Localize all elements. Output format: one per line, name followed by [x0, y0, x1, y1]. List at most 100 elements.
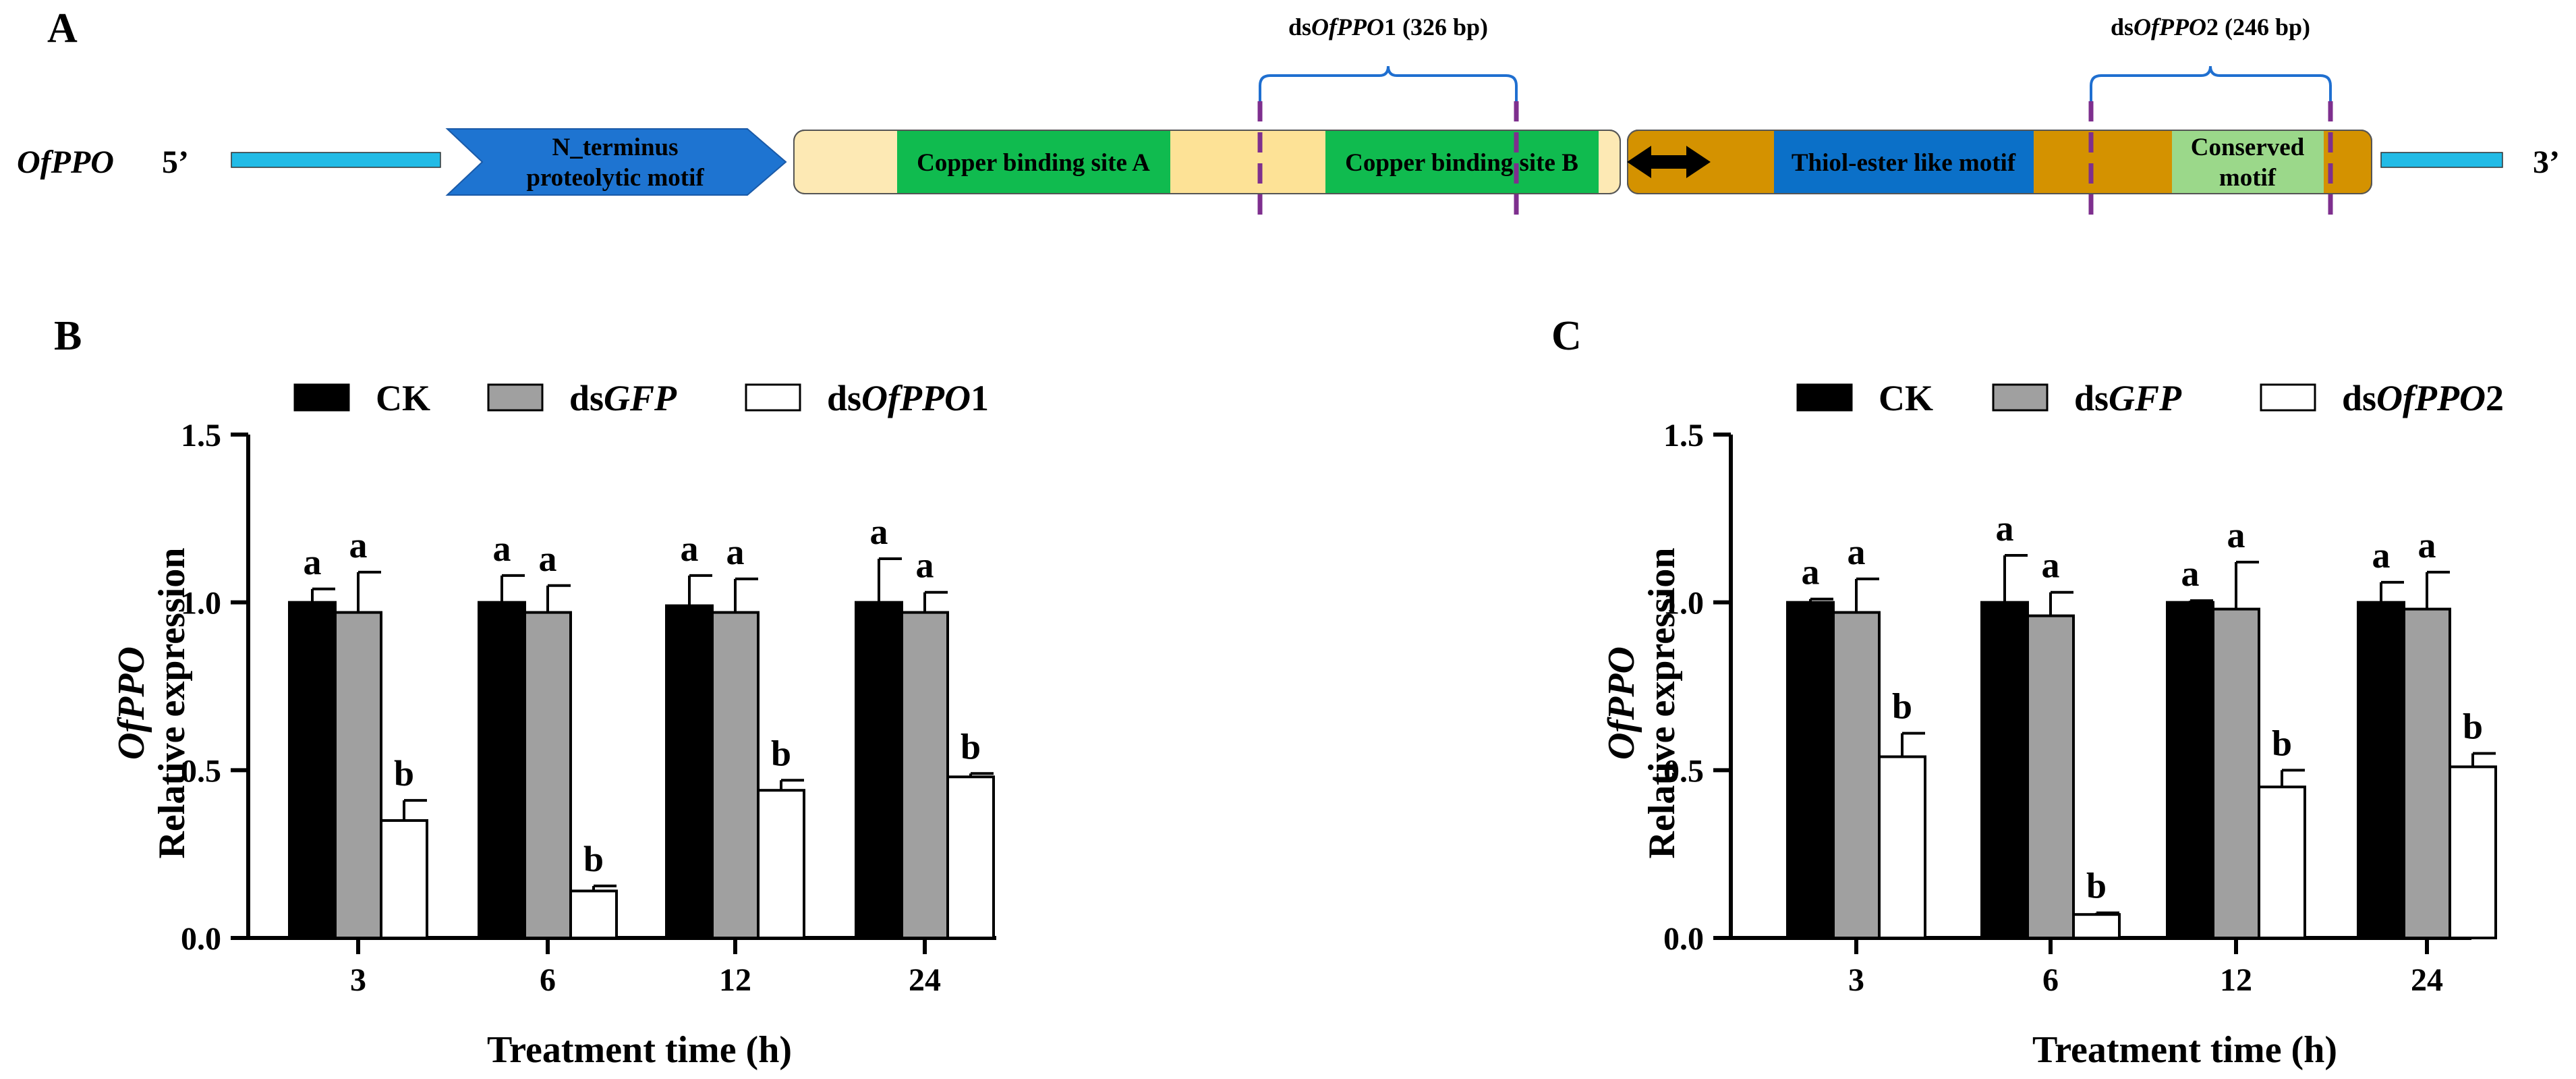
y-tick-label: 1.0: [1663, 586, 1704, 621]
significance-letter: b: [583, 839, 604, 879]
legend-label-dsgfp: dsGFP: [569, 378, 677, 418]
legend-b: CK dsGFP dsOfPPO1: [293, 378, 989, 418]
legend-label-dsofppo2: dsOfPPO2: [2342, 378, 2504, 418]
legend-label-dsgfp: dsGFP: [2074, 378, 2182, 418]
bar-dsofppo1: [380, 819, 428, 940]
significance-letter: a: [349, 525, 368, 565]
x-tick-label: 3: [1848, 962, 1864, 998]
bar-dsofppo2: [2072, 913, 2121, 939]
significance-letter: a: [2372, 535, 2391, 576]
legend-item-dsgfp: dsGFP: [1992, 378, 2182, 418]
significance-letter: a: [726, 532, 745, 572]
panel-label-a: A: [47, 5, 78, 51]
bar-ck: [855, 601, 903, 940]
bar-dsofppo1: [757, 789, 805, 939]
bar-ck: [1786, 601, 1835, 940]
significance-letter: b: [961, 726, 981, 767]
significance-letter: a: [539, 538, 557, 579]
panel-label-c: C: [1551, 313, 1582, 359]
legend-item-dsofppo2: dsOfPPO2: [2260, 378, 2504, 418]
legend-label-ck: CK: [376, 378, 430, 418]
significance-letter: a: [2418, 525, 2436, 565]
significance-letter: a: [681, 528, 699, 569]
x-tick-label: 12: [2220, 962, 2252, 998]
legend-item-ck: CK: [293, 378, 430, 418]
copper-site-a: [897, 130, 1170, 194]
copper-site-b-label: Copper binding site B: [1345, 149, 1578, 177]
x-tick-label: 6: [540, 962, 556, 998]
thiol-ester-label: Thiol-ester like motif: [1792, 149, 2016, 177]
y-tick-label: 1.0: [181, 586, 221, 621]
y-tick-label: 0.5: [181, 753, 221, 789]
five-prime-label: 5’: [162, 144, 189, 180]
x-tick-label: 24: [2411, 962, 2443, 998]
bar-dsofppo2: [1878, 755, 1926, 939]
panel-label-b: B: [54, 313, 82, 359]
x-axis-title-c: Treatment time (h): [2032, 1029, 2337, 1071]
bar-dsgfp: [523, 611, 572, 939]
bar-dsgfp: [711, 611, 760, 939]
ds1-bracket: [1259, 65, 1518, 101]
significance-letter: a: [2042, 545, 2060, 586]
legend-swatch-dsofppo1: [745, 383, 801, 412]
significance-letter: a: [1848, 532, 1866, 572]
significance-letter: b: [2463, 706, 2483, 746]
significance-letter: b: [394, 753, 414, 794]
significance-letter: b: [2272, 723, 2292, 763]
significance-letter: a: [1802, 552, 1820, 592]
ds2-bracket: [2090, 65, 2332, 101]
bar-dsofppo2: [2449, 765, 2497, 939]
copper-domain-outline: [793, 130, 1621, 194]
three-utr-bar: [2380, 152, 2503, 168]
bar-ck: [1980, 601, 2029, 940]
legend-swatch-dsgfp: [487, 383, 544, 412]
significance-letter: a: [304, 542, 322, 582]
significance-letter: a: [2181, 553, 2200, 594]
copper-site-b: [1325, 130, 1599, 194]
gene-schematic-panel: A OfPPO 5’ 3’ N_terminus proteolytic mot…: [17, 5, 2560, 216]
bar-ck: [2166, 601, 2214, 940]
bar-dsgfp: [1832, 611, 1881, 939]
copper-site-a-label: Copper binding site A: [917, 149, 1150, 177]
y-tick-label: 1.5: [1663, 418, 1704, 453]
ds2-region-marker: [2088, 101, 2333, 216]
bar-dsgfp: [2026, 614, 2075, 939]
legend-item-ck: CK: [1796, 378, 1933, 418]
significance-letter: a: [2227, 515, 2245, 555]
bar-dsgfp: [900, 611, 949, 939]
y-axis-title-b: OfPPORelative expression: [111, 548, 193, 859]
legend-item-dsgfp: dsGFP: [487, 378, 677, 418]
yellow-segment: [1170, 130, 1325, 194]
bar-dsgfp: [334, 611, 382, 939]
legend-swatch-ck: [1796, 383, 1853, 412]
conserved-motif: [2172, 130, 2324, 194]
legend-swatch-dsofppo2: [2260, 383, 2316, 412]
gene-name-label: OfPPO: [17, 144, 114, 180]
ds1-region-label: dsOfPPO1 (326 bp): [1288, 13, 1488, 40]
x-axis-title-b: Treatment time (h): [487, 1029, 792, 1071]
legend-swatch-ck: [293, 383, 350, 412]
significance-letter: a: [493, 528, 511, 569]
bar-dsgfp: [2212, 607, 2260, 939]
n-terminus-label-line2: proteolytic motif: [526, 164, 704, 192]
legend-label-dsofppo1: dsOfPPO1: [827, 378, 989, 418]
ds1-region-marker: [1257, 101, 1519, 216]
five-utr-bar: [231, 152, 441, 168]
significance-letter: a: [916, 545, 934, 586]
y-tick-label: 0.0: [1663, 921, 1704, 957]
bar-ck: [288, 601, 337, 940]
y-tick-label: 0.0: [181, 921, 221, 957]
significance-letter: b: [2086, 866, 2107, 906]
legend-item-dsofppo1: dsOfPPO1: [745, 378, 989, 418]
bar-dsofppo2: [2258, 785, 2306, 939]
conserved-label-line1: Conserved: [2191, 134, 2305, 161]
bar-ck: [478, 601, 526, 940]
chart-panel-c: C CK dsGFP dsOfPPO2 OfPPORelative expres…: [1551, 313, 2504, 1071]
x-tick-label: 24: [909, 962, 941, 998]
bar-dsofppo1: [569, 889, 618, 939]
x-tick-label: 3: [350, 962, 366, 998]
chart-panel-b: B CK dsGFP dsOfPPO1 OfPPORelative expres…: [54, 313, 996, 1071]
bar-ck: [665, 604, 714, 939]
significance-letter: a: [870, 511, 888, 552]
